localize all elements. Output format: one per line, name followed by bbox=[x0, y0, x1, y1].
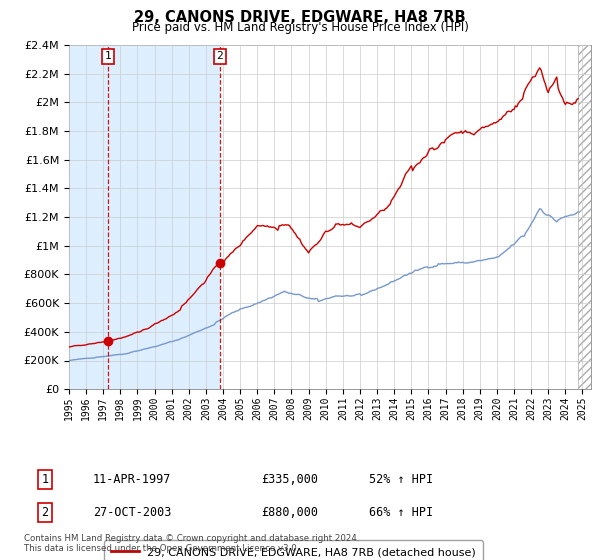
Text: 1: 1 bbox=[41, 473, 49, 487]
Bar bbox=[69, 45, 220, 389]
Text: 29, CANONS DRIVE, EDGWARE, HA8 7RB: 29, CANONS DRIVE, EDGWARE, HA8 7RB bbox=[134, 10, 466, 25]
Bar bbox=[578, 45, 591, 389]
Text: 27-OCT-2003: 27-OCT-2003 bbox=[93, 506, 172, 519]
Text: Price paid vs. HM Land Registry's House Price Index (HPI): Price paid vs. HM Land Registry's House … bbox=[131, 21, 469, 34]
Text: Contains HM Land Registry data © Crown copyright and database right 2024.
This d: Contains HM Land Registry data © Crown c… bbox=[24, 534, 359, 553]
Text: 2: 2 bbox=[41, 506, 49, 519]
Text: 1: 1 bbox=[104, 52, 112, 61]
Text: 2: 2 bbox=[217, 52, 223, 61]
Text: 52% ↑ HPI: 52% ↑ HPI bbox=[369, 473, 433, 487]
Text: 11-APR-1997: 11-APR-1997 bbox=[93, 473, 172, 487]
Text: 66% ↑ HPI: 66% ↑ HPI bbox=[369, 506, 433, 519]
Text: £335,000: £335,000 bbox=[261, 473, 318, 487]
Text: £880,000: £880,000 bbox=[261, 506, 318, 519]
Legend: 29, CANONS DRIVE, EDGWARE, HA8 7RB (detached house), HPI: Average price, detache: 29, CANONS DRIVE, EDGWARE, HA8 7RB (deta… bbox=[104, 540, 483, 560]
